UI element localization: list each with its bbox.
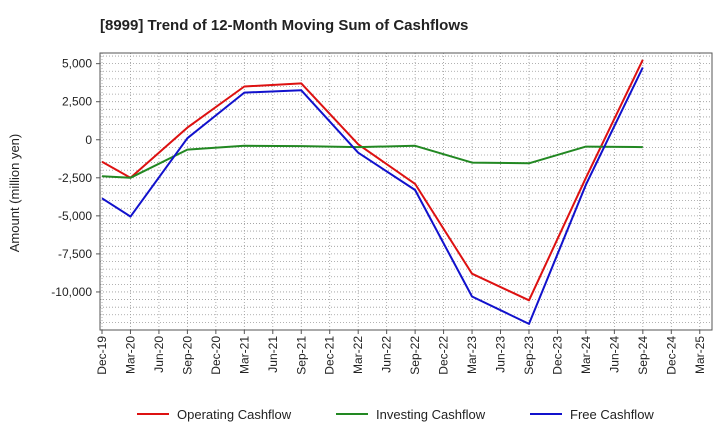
x-tick-label: Dec-24 [664,336,678,375]
series-line-investing-cashflow [101,144,643,179]
x-tick-label: Jun-22 [380,336,394,373]
y-tick-label: 0 [85,133,92,147]
x-tick-label: Dec-21 [323,336,337,375]
x-tick-label: Mar-22 [351,336,365,374]
x-tick-label: Mar-23 [465,336,479,374]
grid-lines [100,53,712,331]
x-tick-label: Sep-21 [294,336,308,375]
y-tick-label: -2,500 [58,171,92,185]
series-line-operating-cashflow [101,59,644,302]
y-tick-labels: 5,000 2,500 0 -2,500 -5,000 -7,500 -10,000 [51,57,100,299]
x-tick-label: Sep-20 [180,336,194,375]
y-tick-label: -7,500 [58,247,92,261]
chart-title: [8999] Trend of 12-Month Moving Sum of C… [100,17,468,34]
legend-label: Free Cashflow [570,407,654,422]
y-tick-label: 5,000 [62,57,92,71]
x-tick-label: Mar-25 [693,336,707,374]
x-tick-label: Mar-24 [579,336,593,374]
x-tick-label: Sep-22 [408,336,422,375]
x-tick-labels: Dec-19 Mar-20 Jun-20 Sep-20 Dec-20 Mar-21 Jun-… [95,330,707,375]
x-tick-label: Sep-24 [636,336,650,375]
x-tick-label: Sep-23 [522,336,536,375]
x-tick-label: Dec-23 [550,336,564,375]
x-tick-label: Jun-23 [494,336,508,373]
series-line-free-cashflow [101,67,644,325]
x-tick-label: Jun-20 [152,336,166,373]
x-tick-label: Dec-22 [437,336,451,375]
plot-frame [99,52,713,331]
y-axis-label: Amount (million yen) [7,134,22,253]
x-tick-label: Mar-21 [237,336,251,374]
x-tick-label: Dec-20 [209,336,223,375]
x-tick-label: Dec-19 [95,336,109,375]
x-tick-label: Mar-20 [123,336,137,374]
legend-label: Operating Cashflow [177,407,292,422]
x-tick-label: Jun-24 [607,336,621,373]
y-tick-label: -10,000 [51,285,92,299]
x-tick-label: Jun-21 [266,336,280,373]
series-lines [101,59,644,325]
y-tick-label: -5,000 [58,209,92,223]
legend-label: Investing Cashflow [376,407,486,422]
legend: Operating Cashflow Investing Cashflow Free… [137,407,654,422]
y-tick-label: 2,500 [62,95,92,109]
